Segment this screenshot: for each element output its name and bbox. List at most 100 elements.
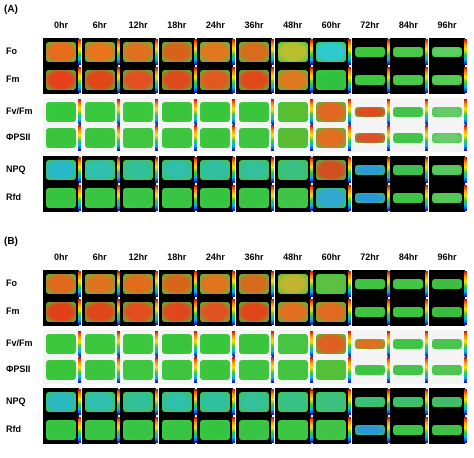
image-tile (351, 66, 388, 94)
color-scale-bar (193, 185, 197, 211)
color-scale-bar (271, 417, 274, 443)
leaf-image (277, 392, 308, 412)
image-tile (197, 38, 234, 66)
image-tile (351, 330, 388, 358)
color-scale-bar (271, 331, 274, 357)
leaf-image (123, 334, 154, 354)
color-scale-bar (386, 271, 390, 297)
leaf-image (393, 307, 424, 317)
image-tile (158, 388, 195, 416)
color-scale-bar (464, 331, 467, 357)
leaf-image (393, 339, 424, 349)
color-scale-bar (78, 99, 81, 125)
leaf-image (393, 133, 424, 143)
color-scale-bar (78, 125, 81, 151)
image-tile (43, 330, 79, 358)
image-tile (351, 156, 388, 184)
image-tile (313, 330, 350, 358)
color-scale-bar (425, 185, 429, 211)
time-label: 12hr (128, 252, 148, 262)
color-scale-bar (425, 67, 429, 93)
image-tile (81, 270, 118, 298)
color-scale-bar (309, 67, 313, 93)
leaf-image (46, 360, 76, 380)
image-tile (429, 124, 465, 152)
leaf-image (84, 160, 115, 180)
image-tile (313, 124, 350, 152)
color-scale-bar (386, 39, 390, 65)
color-scale-bar (78, 67, 81, 93)
color-scale-bar (425, 357, 429, 383)
leaf-image (123, 128, 154, 148)
color-scale-bar (155, 417, 159, 443)
color-scale-bar (271, 125, 274, 151)
leaf-image (393, 47, 424, 57)
leaf-image (84, 392, 115, 412)
color-scale-bar (386, 67, 390, 93)
color-scale-bar (271, 67, 274, 93)
leaf-image (123, 274, 154, 294)
leaf-image (316, 334, 347, 354)
color-scale-bar (386, 417, 390, 443)
image-tile (313, 416, 350, 444)
leaf-image (200, 420, 231, 440)
color-scale-bar (348, 99, 352, 125)
image-tile (158, 66, 195, 94)
leaf-image (161, 70, 192, 90)
image-tile (120, 330, 157, 358)
color-scale-bar (193, 157, 197, 183)
leaf-image (277, 102, 308, 122)
color-scale-bar (155, 357, 159, 383)
color-scale-bar (348, 331, 352, 357)
leaf-image (200, 302, 231, 322)
leaf-image (354, 193, 385, 203)
leaf-image (316, 302, 347, 322)
leaf-image (84, 334, 115, 354)
color-scale-bar (271, 299, 274, 325)
image-tile (120, 270, 157, 298)
image-tile (120, 124, 157, 152)
leaf-image (200, 128, 231, 148)
color-scale-bar (271, 185, 274, 211)
leaf-image (84, 128, 115, 148)
leaf-image (432, 75, 462, 85)
color-scale-bar (309, 125, 313, 151)
leaf-image (123, 188, 154, 208)
time-label: 36hr (244, 252, 264, 262)
image-tile (158, 184, 195, 212)
image-tile (43, 388, 79, 416)
image-tile (351, 38, 388, 66)
color-scale-bar (116, 99, 120, 125)
leaf-image (316, 392, 347, 412)
leaf-image (200, 102, 231, 122)
leaf-image (123, 102, 154, 122)
color-scale-bar (116, 125, 120, 151)
time-label: 60hr (321, 20, 341, 30)
color-scale-bar (348, 157, 352, 183)
image-tile (81, 330, 118, 358)
color-scale-bar (193, 67, 197, 93)
time-label: 84hr (398, 252, 418, 262)
color-scale-bar (193, 389, 197, 415)
row-label: Rfd (6, 192, 21, 202)
color-scale-bar (309, 157, 313, 183)
leaf-image (277, 274, 308, 294)
image-tile (197, 388, 234, 416)
leaf-image (200, 160, 231, 180)
color-scale-bar (155, 299, 159, 325)
image-tile (274, 388, 311, 416)
image-tile (158, 270, 195, 298)
image-tile (120, 356, 157, 384)
image-tile (158, 416, 195, 444)
leaf-image (432, 307, 462, 317)
leaf-image (239, 70, 269, 90)
color-scale-bar (116, 299, 120, 325)
leaf-image (354, 397, 385, 407)
image-tile (81, 388, 118, 416)
leaf-image (354, 47, 385, 57)
image-tile (158, 356, 195, 384)
leaf-image (239, 102, 269, 122)
image-tile (43, 416, 79, 444)
image-tile (351, 270, 388, 298)
leaf-image (161, 102, 192, 122)
